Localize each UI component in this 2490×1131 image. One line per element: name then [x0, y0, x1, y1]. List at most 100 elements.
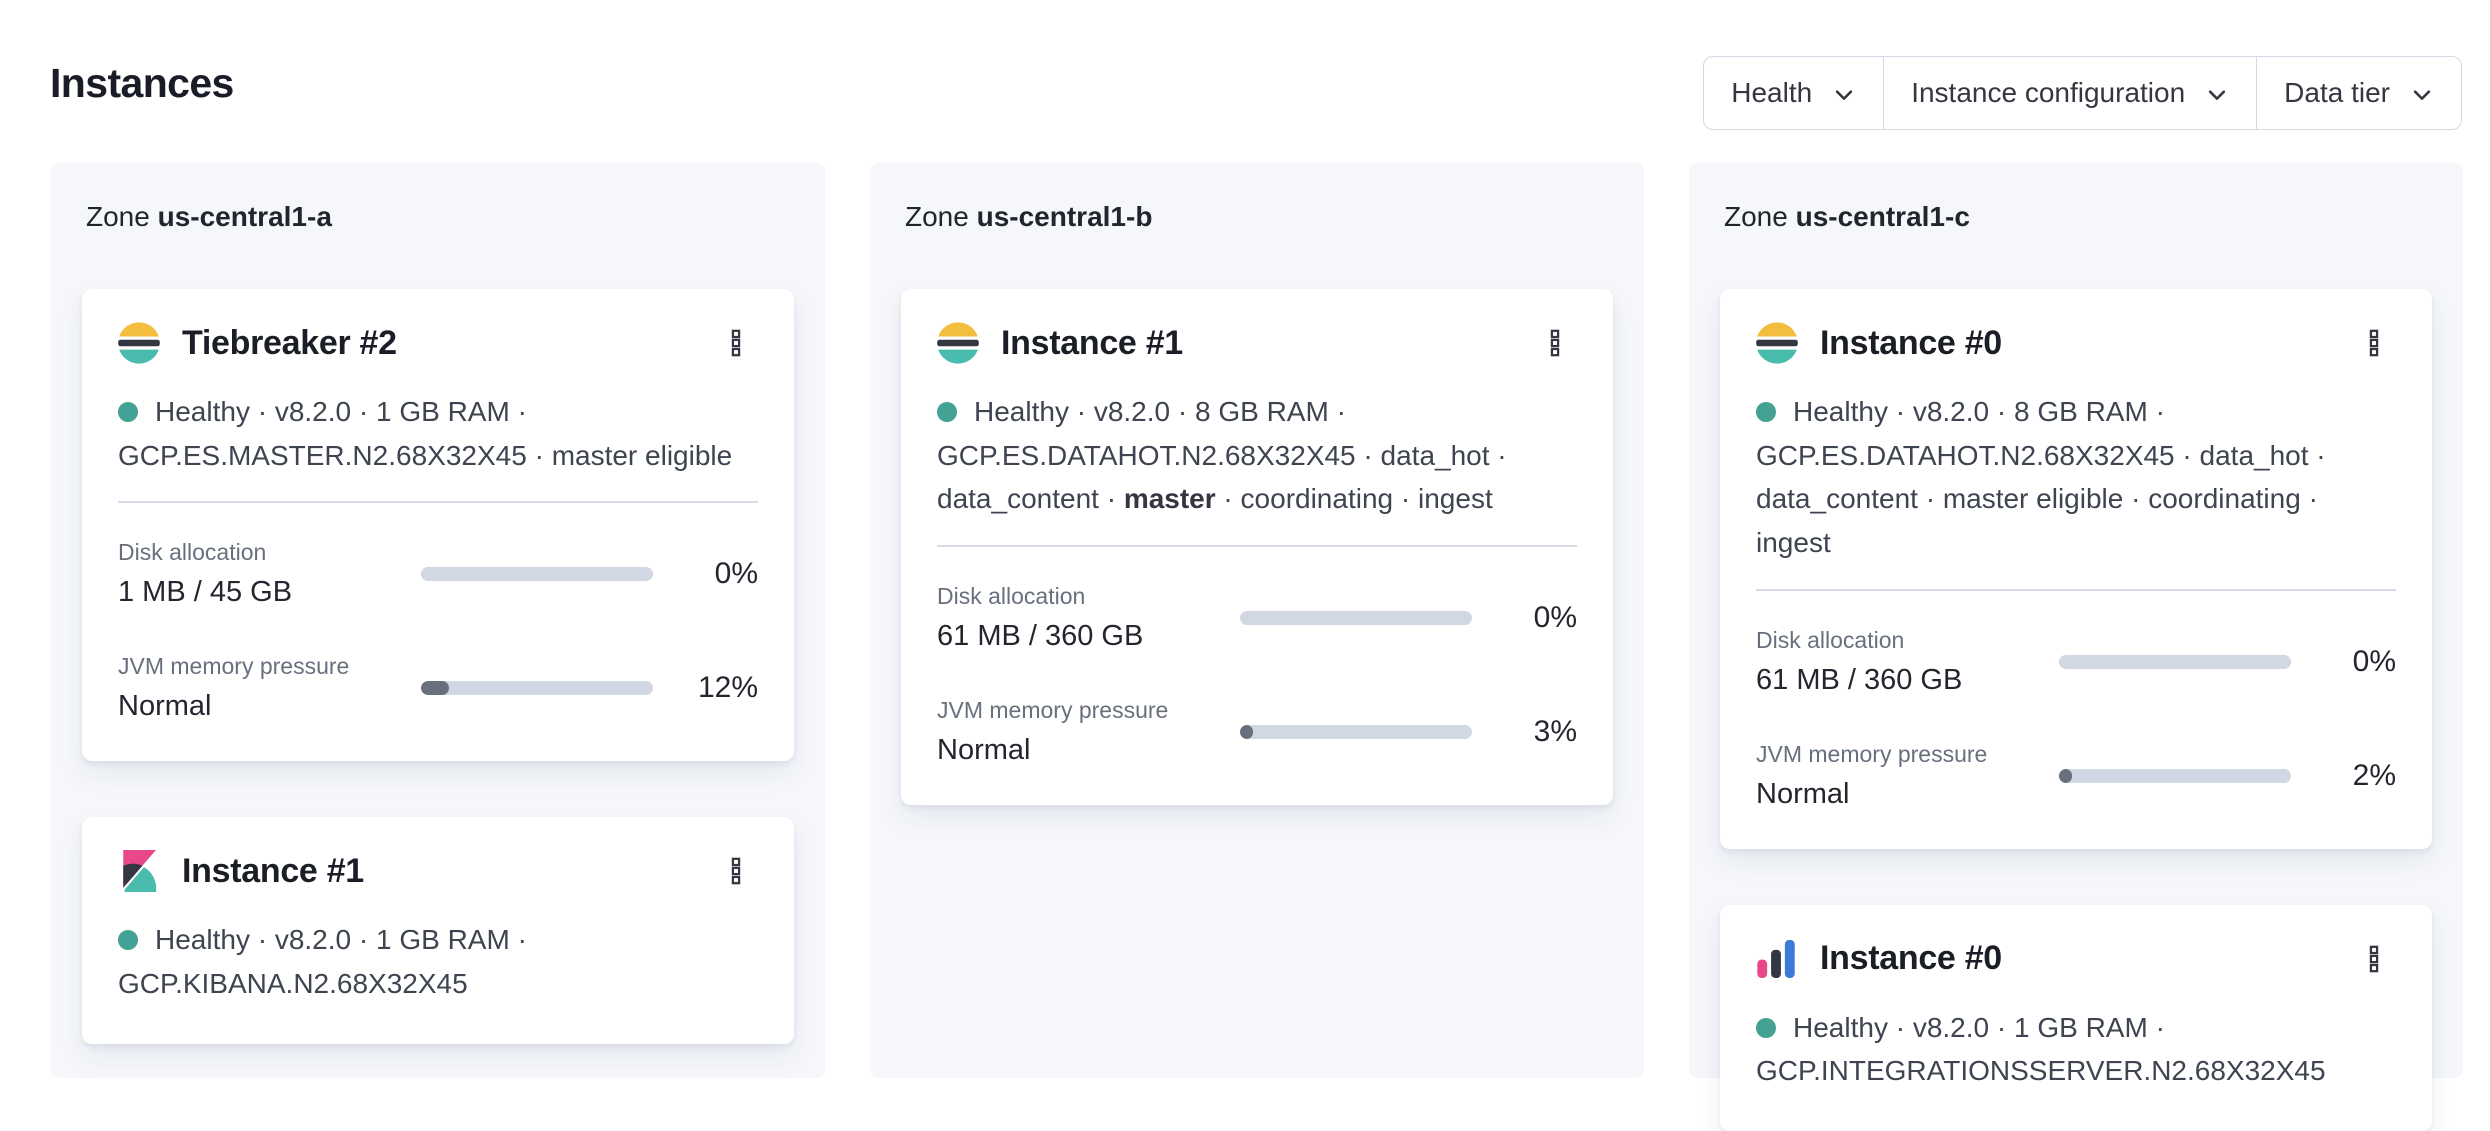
metric-percent: 2% — [2352, 758, 2396, 792]
instance-card: Instance #1 Healthy · v8.2.0 · 8 GB RAM ·… — [901, 289, 1613, 806]
metric-value: 61 MB / 360 GB — [1756, 663, 1963, 696]
dot-separator: · — [526, 439, 552, 471]
kibana-logo-icon — [118, 850, 160, 893]
status-segment: Healthy — [1793, 1011, 1888, 1043]
zone-label: Zone — [905, 201, 969, 232]
card-divider — [1756, 588, 2396, 591]
dot-separator: · — [2147, 396, 2165, 427]
card-header: Instance #0 — [1756, 937, 2396, 981]
dot-separator: · — [1989, 1011, 2014, 1043]
status-segment: 8 GB RAM — [2014, 396, 2148, 427]
card-header: Instance #1 — [118, 849, 758, 893]
dot-separator: · — [1098, 483, 1124, 515]
card-header: Instance #0 — [1756, 321, 2396, 365]
metric-jvm-memory-pressure: JVM memory pressure Normal 3% — [937, 697, 1577, 767]
metric-value: Normal — [937, 734, 1031, 767]
chevron-down-icon — [2208, 89, 2226, 100]
progress-bar — [421, 681, 653, 696]
zone-label: Zone — [86, 201, 150, 232]
metric-info: JVM memory pressure Normal — [1756, 741, 2059, 811]
status-segment: data_hot — [2199, 439, 2309, 471]
metric-value: 61 MB / 360 GB — [937, 620, 1144, 653]
status-segment: v8.2.0 — [1093, 396, 1171, 427]
dot-separator: · — [351, 924, 376, 956]
instance-card: Instance #0 Healthy · v8.2.0 · 1 GB RAM ·… — [1720, 904, 2432, 1131]
metric-disk-allocation: Disk allocation 1 MB / 45 GB 0% — [118, 539, 758, 609]
dot-separator: · — [1393, 483, 1418, 515]
metric-value: Normal — [118, 690, 212, 723]
metric-jvm-memory-pressure: JVM memory pressure Normal 12% — [118, 653, 758, 723]
boxes-vertical-icon — [721, 328, 751, 358]
instance-status: Healthy · v8.2.0 · 1 GB RAM · GCP.KIBANA… — [118, 918, 758, 1005]
card-divider — [118, 501, 758, 504]
chevron-down-icon — [2413, 89, 2431, 100]
metric-percent: 0% — [1533, 601, 1577, 635]
status-segment: data_content — [1756, 483, 1918, 515]
instance-menu-button[interactable] — [714, 849, 758, 893]
status-segment: GCP.ES.MASTER.N2.68X32X45 — [118, 439, 527, 471]
zone-name: us-central1-b — [976, 201, 1153, 232]
status-segment: v8.2.0 — [1912, 396, 1990, 427]
zone-label: Zone — [1724, 201, 1788, 232]
dot-separator: · — [1328, 396, 1346, 427]
health-dot-icon — [118, 402, 138, 422]
elasticsearch-logo-icon — [1756, 322, 1798, 364]
status-segment: 1 GB RAM — [2014, 1011, 2148, 1043]
instance-title: Instance #1 — [182, 851, 364, 890]
health-dot-icon — [1756, 1017, 1776, 1038]
metric-info: Disk allocation 61 MB / 360 GB — [937, 583, 1240, 653]
zone-panel-us-central1-b: Zone us-central1-b Instance #1 Healthy · v… — [870, 163, 1644, 1078]
dot-separator: · — [2123, 483, 2149, 515]
status-segment: master eligible — [551, 439, 733, 471]
instance-menu-button[interactable] — [2352, 321, 2396, 365]
metric-label: Disk allocation — [118, 539, 267, 566]
metric-percent: 3% — [1533, 715, 1577, 749]
metric-percent: 0% — [2352, 644, 2396, 678]
metric-label: JVM memory pressure — [937, 697, 1169, 724]
dot-separator: · — [2308, 439, 2326, 471]
metric-value: Normal — [1756, 777, 1850, 810]
card-divider — [937, 545, 1577, 548]
dot-separator: · — [1887, 1011, 1913, 1043]
dot-separator: · — [2174, 439, 2200, 471]
progress-bar — [2059, 654, 2291, 669]
progress-bar — [421, 567, 653, 582]
dot-separator: · — [351, 396, 376, 427]
dot-separator: · — [1917, 483, 1943, 515]
instance-status: Healthy · v8.2.0 · 8 GB RAM · GCP.ES.DAT… — [937, 390, 1577, 521]
zone-name: us-central1-a — [157, 201, 332, 232]
instance-card: Instance #0 Healthy · v8.2.0 · 8 GB RAM ·… — [1720, 289, 2432, 849]
metric-label: JVM memory pressure — [1756, 740, 1988, 767]
metric-info: Disk allocation 61 MB / 360 GB — [1756, 627, 2059, 697]
health-dot-icon — [937, 402, 957, 422]
instance-menu-button[interactable] — [2352, 937, 2396, 981]
zone-panel-us-central1-c: Zone us-central1-c Instance #0 Healthy · v… — [1689, 163, 2463, 1131]
metric-label: Disk allocation — [1756, 626, 1905, 653]
dot-separator: · — [249, 924, 275, 956]
instance-menu-button[interactable] — [714, 321, 758, 365]
dot-separator: · — [509, 396, 527, 427]
progress-bar — [1240, 611, 1472, 626]
card-header: Tiebreaker #2 — [118, 321, 758, 365]
boxes-vertical-icon — [1540, 328, 1570, 358]
filter-instance-configuration[interactable]: Instance configuration — [1884, 57, 2258, 129]
chevron-down-icon — [1836, 89, 1853, 100]
status-segment: GCP.INTEGRATIONSSERVER.N2.68X32X45 — [1756, 1055, 2326, 1087]
instance-title: Instance #0 — [1820, 323, 2002, 362]
progress-bar — [2059, 768, 2291, 783]
instance-menu-button[interactable] — [1533, 321, 1577, 365]
zone-name: us-central1-c — [1795, 201, 1970, 232]
filter-health-label: Health — [1731, 77, 1813, 108]
status-segment: GCP.ES.DATAHOT.N2.68X32X45 — [1756, 439, 2175, 471]
status-segment: master — [1123, 483, 1216, 515]
instance-status: Healthy · v8.2.0 · 1 GB RAM · GCP.INTEGR… — [1756, 1006, 2396, 1093]
status-segment: 1 GB RAM — [376, 396, 510, 427]
filter-health[interactable]: Health — [1704, 57, 1885, 129]
dot-separator: · — [1170, 396, 1195, 427]
filter-data-tier[interactable]: Data tier — [2257, 57, 2461, 129]
instance-status: Healthy · v8.2.0 · 1 GB RAM · GCP.ES.MAS… — [118, 390, 758, 477]
progress-bar — [1240, 725, 1472, 740]
metric-disk-allocation: Disk allocation 61 MB / 360 GB 0% — [937, 583, 1577, 653]
zone-panel-us-central1-a: Zone us-central1-a Tiebreaker #2 Healthy ·… — [51, 163, 825, 1078]
metric-percent: 0% — [714, 557, 758, 591]
